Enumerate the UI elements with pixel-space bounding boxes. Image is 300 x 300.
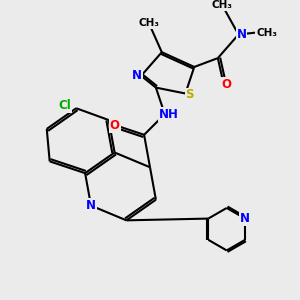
Text: N: N xyxy=(132,69,142,82)
Text: N: N xyxy=(86,199,96,212)
Text: O: O xyxy=(110,119,120,132)
Text: CH₃: CH₃ xyxy=(212,0,233,10)
Text: CH₃: CH₃ xyxy=(138,18,159,28)
Text: CH₃: CH₃ xyxy=(256,28,277,38)
Text: S: S xyxy=(186,88,194,101)
Text: NH: NH xyxy=(159,108,179,121)
Text: Cl: Cl xyxy=(58,99,71,112)
Text: N: N xyxy=(236,28,247,41)
Text: N: N xyxy=(240,212,250,225)
Text: O: O xyxy=(222,78,232,91)
